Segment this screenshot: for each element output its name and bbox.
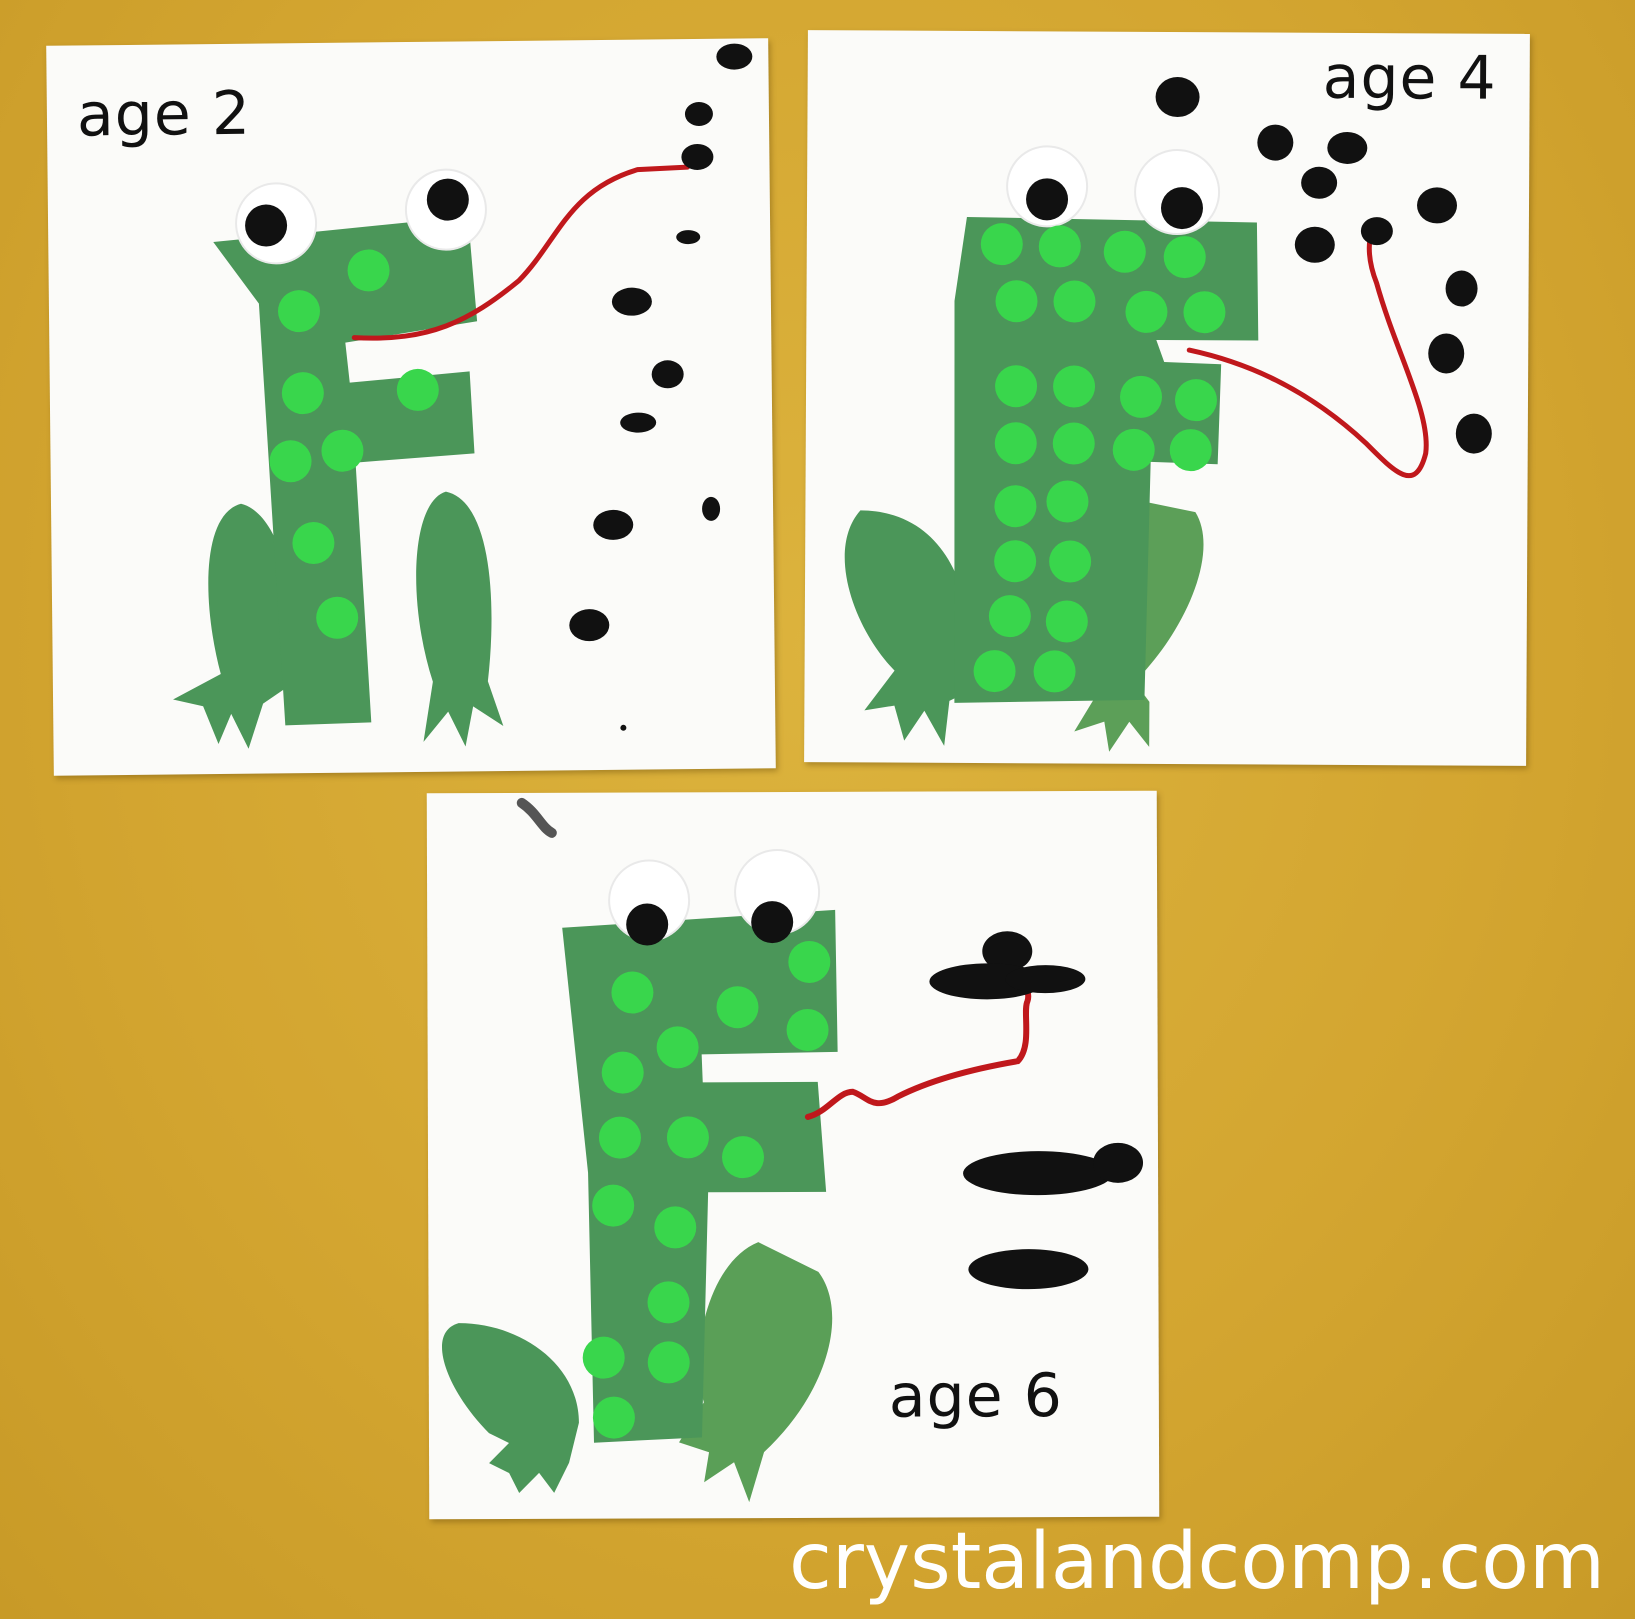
age-label: age 6 <box>888 1361 1063 1432</box>
site-watermark: crystalandcomp.com <box>788 1517 1605 1607</box>
fly-smudge-top <box>516 797 557 838</box>
yarn-tongue <box>1186 225 1429 479</box>
fingerprint-flies <box>569 43 753 731</box>
eye-pupil-left <box>626 903 669 946</box>
eye-pupil-right <box>426 178 469 221</box>
age-label: age 2 <box>76 78 252 151</box>
craft-paper-age-6: age 6 <box>426 790 1160 1520</box>
frog-letter-f-age-2 <box>173 43 753 749</box>
yarn-tongue <box>351 164 691 341</box>
frog-leg-left <box>844 510 972 746</box>
frog-letter-f-age-4 <box>844 77 1492 752</box>
eye-pupil-left <box>245 204 288 247</box>
green-dot-stickers <box>582 940 831 1439</box>
fingerprint-flies <box>1155 77 1492 454</box>
frog-leg-right <box>416 491 504 747</box>
letter-f-shape <box>562 909 838 1443</box>
yarn-tongue <box>804 963 1032 1120</box>
frog-letter-f-age-6 <box>442 797 1144 1503</box>
frog-leg-right <box>679 1242 833 1503</box>
frog-leg-left <box>442 1323 579 1493</box>
green-dot-stickers <box>269 249 439 639</box>
eye-pupil-right <box>1160 187 1203 230</box>
craft-paper-age-2: age 2 <box>46 38 776 776</box>
letter-f-shape <box>954 216 1259 703</box>
frog-leg-left <box>173 503 295 749</box>
green-dot-stickers <box>973 223 1226 693</box>
eye-pupil-right <box>751 901 794 944</box>
fingerprint-flies <box>929 931 1144 1290</box>
eye-pupil-left <box>1026 178 1069 221</box>
craft-paper-age-4: age 4 <box>804 30 1530 766</box>
age-label: age 4 <box>1322 42 1497 114</box>
